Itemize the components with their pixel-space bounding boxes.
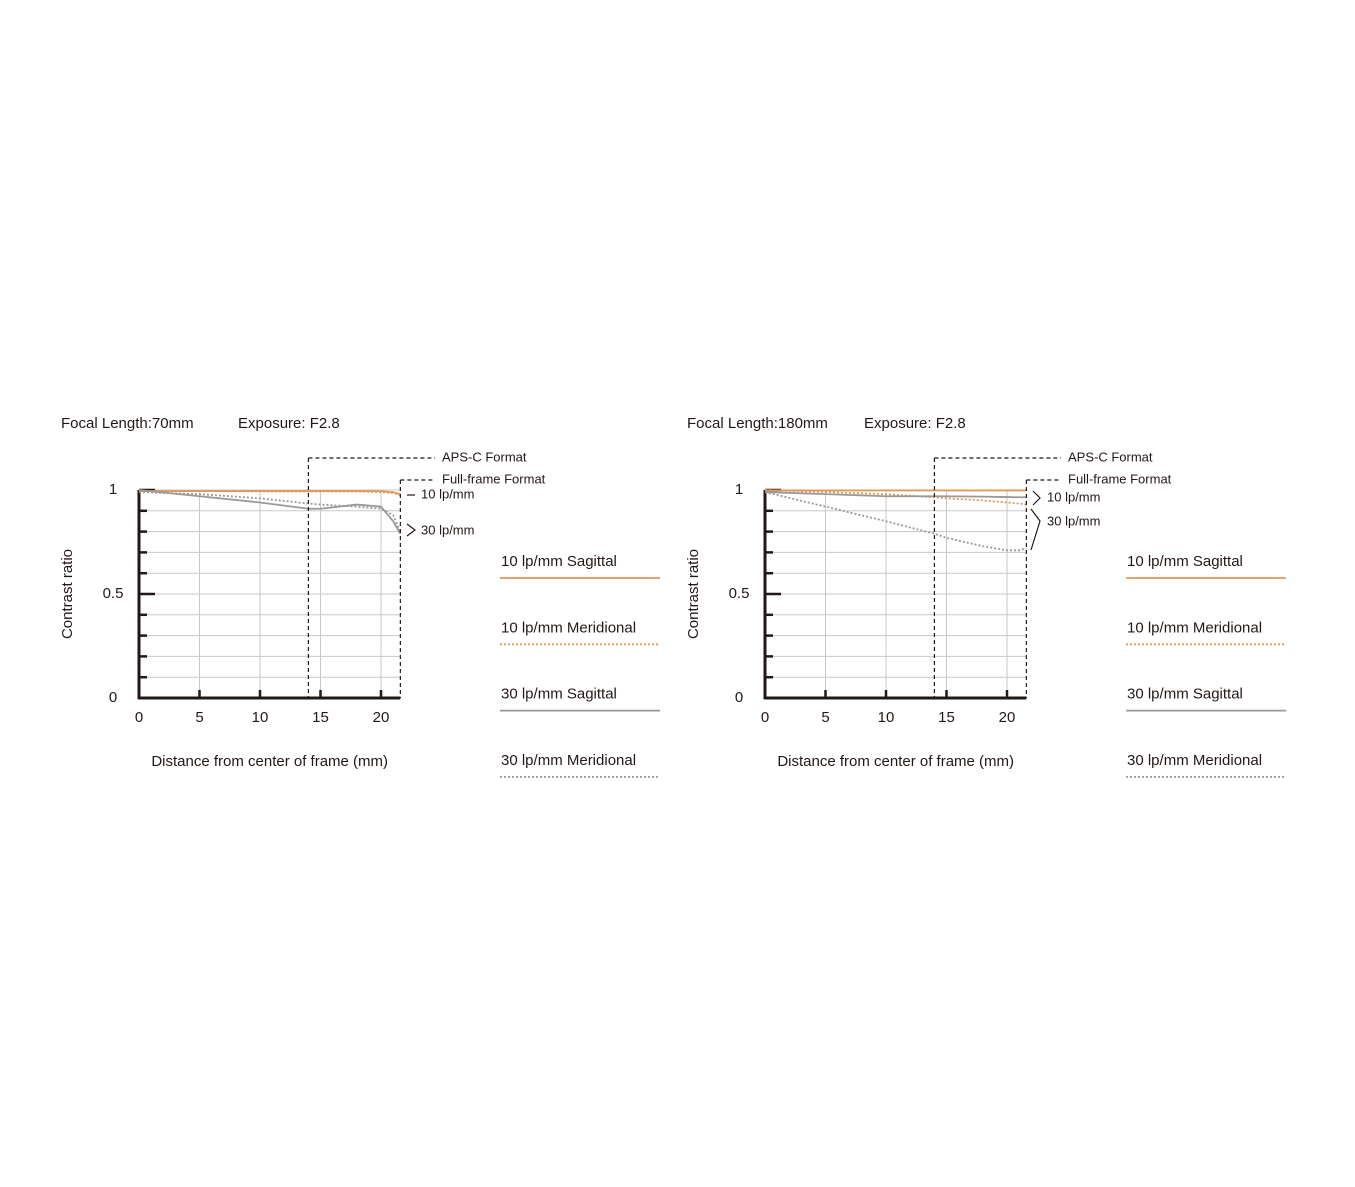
x-tick-label: 10 bbox=[252, 709, 269, 726]
legend-label: 30 lp/mm Meridional bbox=[1127, 752, 1262, 769]
annotation: 30 lp/mm bbox=[421, 522, 474, 537]
y-tick-label: 0.5 bbox=[103, 585, 124, 602]
format-label: APS-C Format bbox=[442, 449, 527, 464]
x-axis-label: Distance from center of frame (mm) bbox=[151, 753, 388, 770]
legend-label: 10 lp/mm Sagittal bbox=[501, 553, 617, 570]
series-line bbox=[764, 491, 1027, 552]
annotation: 10 lp/mm bbox=[1047, 489, 1100, 504]
chart-title: Focal Length:180mm bbox=[687, 415, 828, 432]
series-line bbox=[138, 491, 402, 532]
series-line bbox=[138, 489, 402, 535]
legend-label: 30 lp/mm Sagittal bbox=[1127, 686, 1243, 703]
format-label: Full-frame Format bbox=[1068, 471, 1172, 486]
y-tick-label: 1 bbox=[109, 481, 117, 498]
series-line bbox=[139, 490, 401, 497]
x-tick-label: 20 bbox=[373, 709, 390, 726]
y-tick-label: 1 bbox=[735, 481, 743, 498]
legend-label: 30 lp/mm Sagittal bbox=[501, 686, 617, 703]
x-tick-label: 10 bbox=[878, 709, 895, 726]
y-tick-label: 0.5 bbox=[729, 585, 750, 602]
format-label: APS-C Format bbox=[1068, 449, 1153, 464]
x-tick-label: 5 bbox=[195, 709, 203, 726]
y-axis-label: Contrast ratio bbox=[685, 549, 702, 639]
chart-title: Focal Length:70mm bbox=[61, 415, 194, 432]
legend-label: 10 lp/mm Meridional bbox=[1127, 619, 1262, 636]
x-tick-label: 0 bbox=[761, 709, 769, 726]
chart-subtitle: Exposure: F2.8 bbox=[864, 415, 966, 432]
chart-subtitle: Exposure: F2.8 bbox=[238, 415, 340, 432]
x-tick-label: 20 bbox=[999, 709, 1016, 726]
x-tick-label: 15 bbox=[938, 709, 955, 726]
x-tick-label: 0 bbox=[135, 709, 143, 726]
y-axis-label: Contrast ratio bbox=[59, 549, 76, 639]
annotation-mark bbox=[1030, 508, 1041, 551]
legend-label: 10 lp/mm Meridional bbox=[501, 619, 636, 636]
format-label: Full-frame Format bbox=[442, 471, 546, 486]
legend-label: 30 lp/mm Meridional bbox=[501, 752, 636, 769]
series-line bbox=[764, 489, 1027, 506]
series-line bbox=[764, 491, 1027, 499]
x-tick-label: 5 bbox=[821, 709, 829, 726]
y-tick-label: 0 bbox=[109, 689, 117, 706]
x-tick-label: 15 bbox=[312, 709, 329, 726]
annotation: 10 lp/mm bbox=[421, 486, 474, 501]
annotation: 30 lp/mm bbox=[1047, 513, 1100, 528]
legend-label: 10 lp/mm Sagittal bbox=[1127, 553, 1243, 570]
y-tick-label: 0 bbox=[735, 689, 743, 706]
x-axis-label: Distance from center of frame (mm) bbox=[777, 753, 1014, 770]
annotation-mark bbox=[1032, 490, 1041, 506]
annotation-mark bbox=[406, 523, 416, 537]
